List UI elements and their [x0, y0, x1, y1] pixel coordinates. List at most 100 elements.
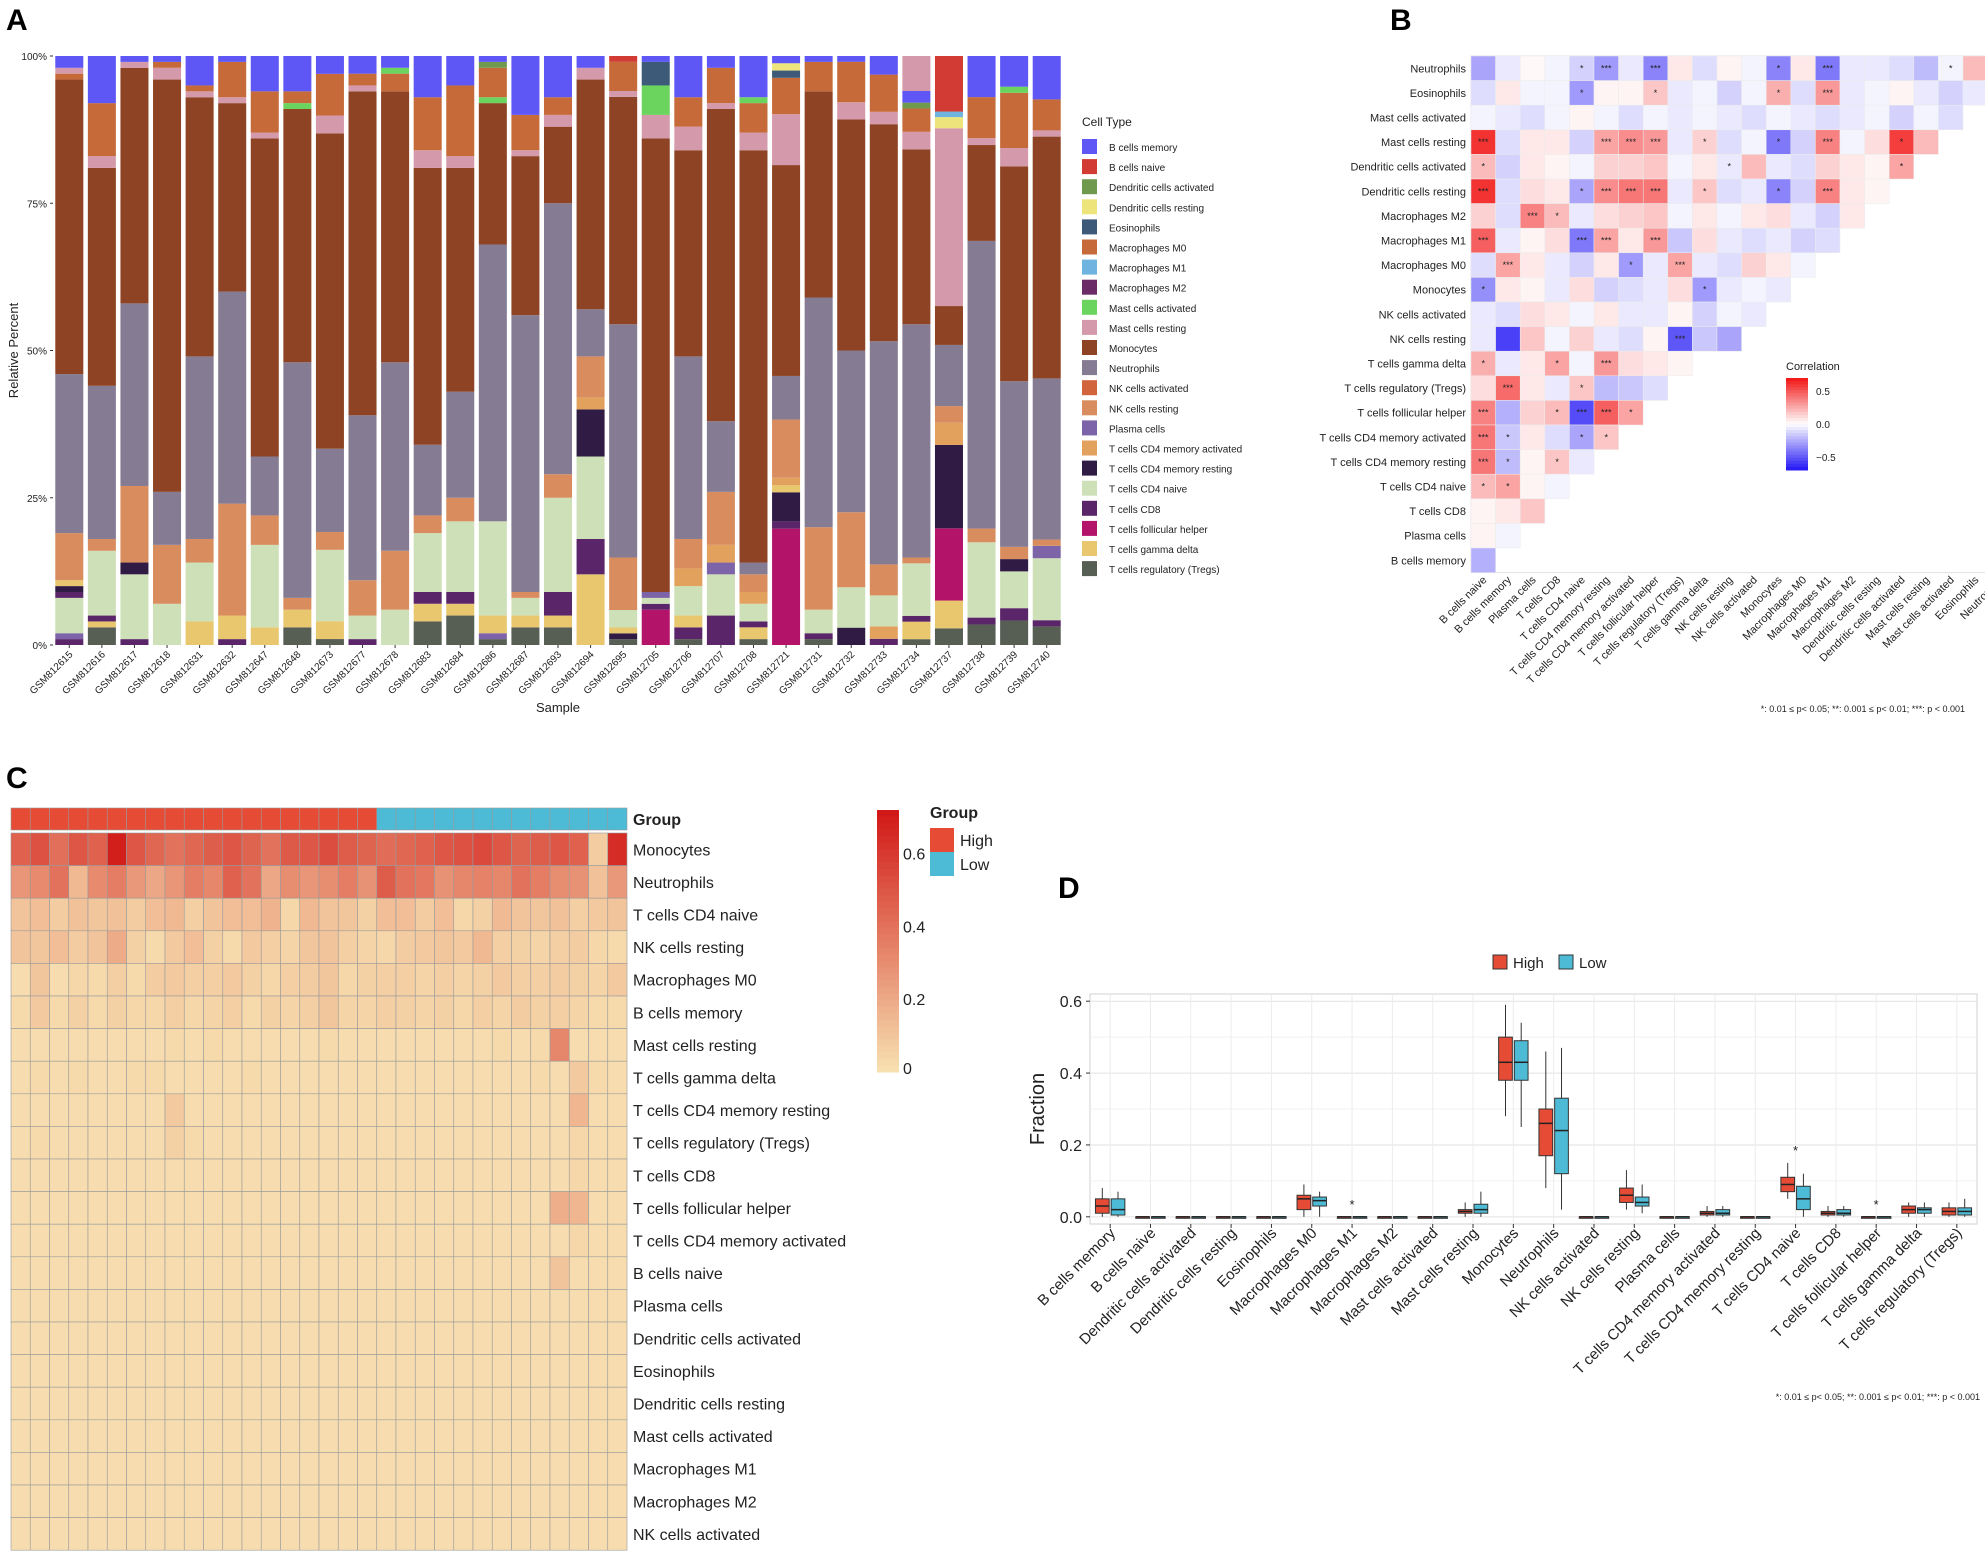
- c-colorbar-step: [877, 1019, 899, 1027]
- b-legend-gradient: [1786, 402, 1808, 407]
- c-heat-cell: [472, 1158, 493, 1192]
- c-heat-cell: [164, 930, 185, 964]
- c-heat-cell: [434, 1517, 455, 1551]
- b-cell: [1519, 55, 1546, 81]
- c-colorbar-step: [877, 901, 899, 909]
- b-cell-stars: *: [1777, 88, 1781, 98]
- b-cell: [1470, 55, 1496, 81]
- b-cell: [1765, 227, 1792, 254]
- c-colorbar-step: [877, 1058, 899, 1066]
- b-cell-stars: ***: [1601, 408, 1612, 418]
- c-group-cell: [183, 807, 204, 831]
- c-heat-cell: [549, 1452, 570, 1486]
- c-heat-cell: [511, 1321, 532, 1355]
- b-cell: [1642, 178, 1669, 204]
- c-heat-cell: [414, 1517, 435, 1551]
- b-cell: [1544, 55, 1570, 81]
- a-legend-swatch: [1082, 400, 1097, 416]
- c-heat-cell: [511, 1386, 532, 1421]
- a-bar-segment: [185, 85, 214, 92]
- c-heat-cell: [164, 1321, 185, 1355]
- a-bar-segment: [1000, 166, 1029, 382]
- b-cell: [1544, 104, 1570, 131]
- c-heat-cell: [183, 930, 204, 964]
- b-cell: [1519, 375, 1546, 401]
- b-cell: [1593, 129, 1619, 155]
- c-row-label: T cells CD4 memory activated: [633, 1234, 846, 1251]
- c-heat-cell: [126, 1517, 147, 1551]
- b-cell: [1667, 301, 1693, 327]
- c-heat-cell: [68, 897, 89, 932]
- a-bar-segment: [641, 597, 670, 604]
- b-row-label: NK cells activated: [1379, 309, 1466, 321]
- a-ytick-label: 0%: [33, 641, 48, 652]
- a-bar-segment: [934, 56, 963, 112]
- b-cell: [1839, 80, 1865, 106]
- c-heat-cell: [87, 1419, 108, 1453]
- a-bar-segment: [511, 615, 540, 628]
- c-heat-cell: [318, 1517, 339, 1551]
- a-bar-segment: [543, 97, 573, 115]
- b-cell: [1667, 277, 1693, 303]
- c-heat-cell: [568, 1321, 589, 1355]
- a-legend-swatch: [1082, 179, 1097, 195]
- a-bar-segment: [218, 503, 247, 616]
- b-cell-stars: *: [1605, 432, 1609, 442]
- c-heat-cell: [568, 1158, 589, 1192]
- b-cell: [1495, 498, 1521, 524]
- c-colorbar-step: [877, 999, 899, 1007]
- a-bar-segment: [641, 114, 670, 139]
- c-heat-cell: [260, 1191, 281, 1225]
- c-heat-cell: [87, 1386, 108, 1421]
- b-cell: [1470, 473, 1496, 500]
- c-heat-cell: [299, 1354, 320, 1388]
- b-cell: [1470, 104, 1496, 131]
- a-bar-segment: [641, 138, 670, 592]
- b-cell: [1544, 473, 1570, 500]
- c-heat-cell: [29, 995, 50, 1029]
- c-heat-cell: [357, 832, 378, 866]
- b-cell: [1815, 178, 1841, 204]
- c-heat-cell: [337, 995, 358, 1029]
- d-box: [1513, 1040, 1529, 1081]
- c-heat-cell: [164, 1126, 185, 1160]
- b-cell: [1470, 400, 1496, 426]
- a-bar-segment: [348, 580, 377, 616]
- c-heat-cell: [453, 1321, 474, 1355]
- c-heat-cell: [260, 1093, 281, 1127]
- c-heat-cell: [10, 1419, 31, 1453]
- c-heat-cell: [299, 1484, 320, 1518]
- c-heat-cell: [145, 897, 166, 932]
- c-heat-cell: [29, 1517, 50, 1551]
- c-heat-cell: [453, 1191, 474, 1225]
- a-bar-segment: [967, 528, 996, 543]
- c-heat-cell: [491, 1386, 512, 1421]
- c-colorbar-step: [877, 816, 899, 824]
- b-cell: [1618, 252, 1644, 278]
- b-row-label: T cells CD4 naive: [1380, 482, 1466, 494]
- c-heat-cell: [10, 1093, 31, 1127]
- c-heat-cell: [241, 1093, 262, 1127]
- c-heat-cell: [183, 1191, 204, 1225]
- c-heat-cell: [414, 1093, 435, 1127]
- b-cell-stars: *: [1555, 211, 1559, 221]
- b-cell: [1888, 154, 1915, 180]
- b-cell: [1667, 252, 1693, 278]
- b-cell: [1569, 350, 1595, 377]
- a-bar-segment: [87, 538, 116, 551]
- a-ytick-label: 50%: [27, 347, 47, 358]
- a-legend-swatch: [1082, 420, 1097, 436]
- a-bar-segment: [739, 97, 768, 104]
- c-heat-cell: [414, 865, 435, 899]
- c-heat-cell: [183, 1093, 204, 1127]
- a-legend-label: Mast cells activated: [1109, 304, 1196, 315]
- c-heat-cell: [49, 865, 70, 899]
- c-heat-cell: [588, 1256, 609, 1290]
- a-bar-segment: [706, 67, 735, 104]
- c-heat-cell: [395, 1223, 416, 1258]
- c-heat-cell: [318, 1223, 339, 1258]
- a-bar-segment: [934, 111, 963, 118]
- c-heat-cell: [337, 897, 358, 932]
- a-bar-segment: [772, 114, 801, 166]
- b-legend-gradient: [1786, 399, 1808, 404]
